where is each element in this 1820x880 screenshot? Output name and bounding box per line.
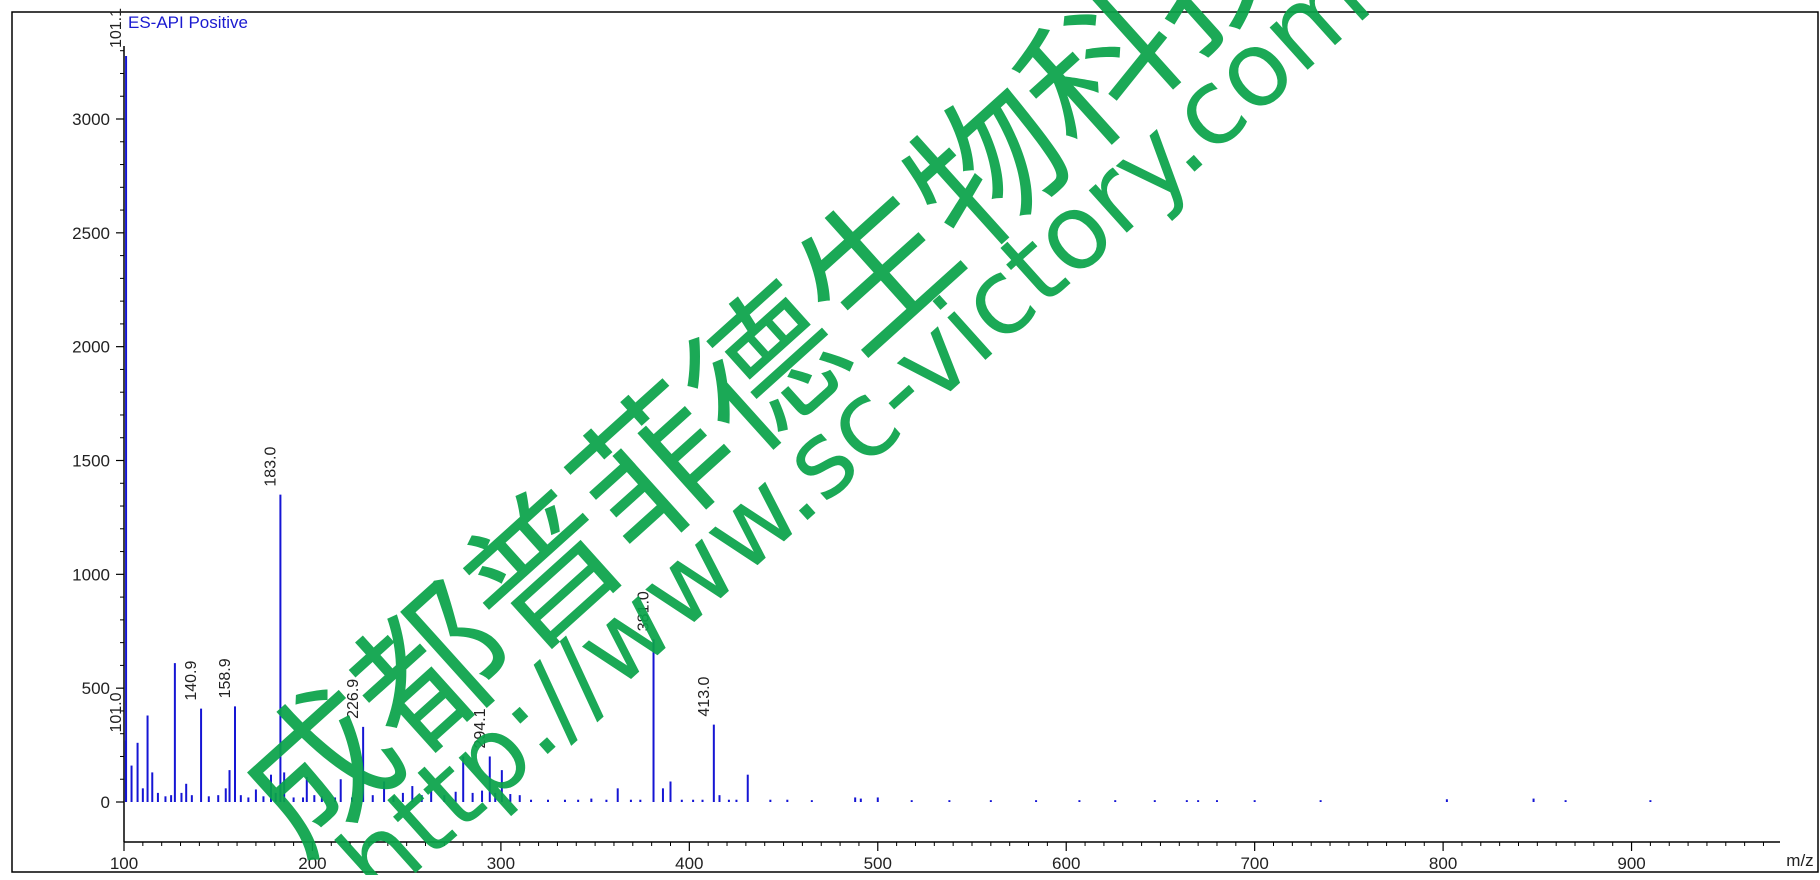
peak-label: 101.1 bbox=[108, 8, 125, 48]
ionization-mode-label: ES-API Positive bbox=[128, 13, 248, 32]
peak-label: 183.0 bbox=[262, 447, 279, 487]
peak-bars bbox=[124, 56, 1652, 802]
plot-frame bbox=[11, 11, 1819, 873]
y-tick-label: 1500 bbox=[72, 452, 110, 471]
peak-labels: 101.1 101.0 140.9 158.9 183.0 226.9 294.1 381.0… bbox=[108, 8, 713, 749]
x-tick-label: 800 bbox=[1429, 854, 1457, 873]
y-tick-label: 3000 bbox=[72, 110, 110, 129]
x-tick-label: 300 bbox=[487, 854, 515, 873]
x-tick-label: 100 bbox=[110, 854, 138, 873]
peak-label: 140.9 bbox=[183, 661, 200, 701]
x-tick-label: 400 bbox=[675, 854, 703, 873]
y-tick-label: 500 bbox=[82, 679, 110, 698]
peak-label: 226.9 bbox=[345, 679, 362, 719]
x-tick-label: 500 bbox=[864, 854, 892, 873]
x-axis-ticks: 100 200 300 400 500 600 700 800 900 bbox=[110, 842, 1764, 873]
peak-label: 101.0 bbox=[108, 692, 125, 732]
x-tick-label: 700 bbox=[1240, 854, 1268, 873]
x-tick-label: 900 bbox=[1617, 854, 1645, 873]
peak-label: 294.1 bbox=[472, 708, 489, 748]
x-tick-label: 600 bbox=[1052, 854, 1080, 873]
y-tick-label: 0 bbox=[101, 793, 110, 812]
x-tick-label: 200 bbox=[298, 854, 326, 873]
peak-label: 158.9 bbox=[217, 658, 234, 698]
x-axis-unit-label: m/z bbox=[1786, 851, 1813, 870]
y-tick-label: 1000 bbox=[72, 565, 110, 584]
y-axis-ticks: 0 500 1000 1500 2000 2500 3000 bbox=[72, 50, 124, 812]
peak-label: 413.0 bbox=[696, 676, 713, 716]
y-tick-label: 2500 bbox=[72, 224, 110, 243]
y-tick-label: 2000 bbox=[72, 338, 110, 357]
peak-label: 381.0 bbox=[636, 591, 653, 631]
